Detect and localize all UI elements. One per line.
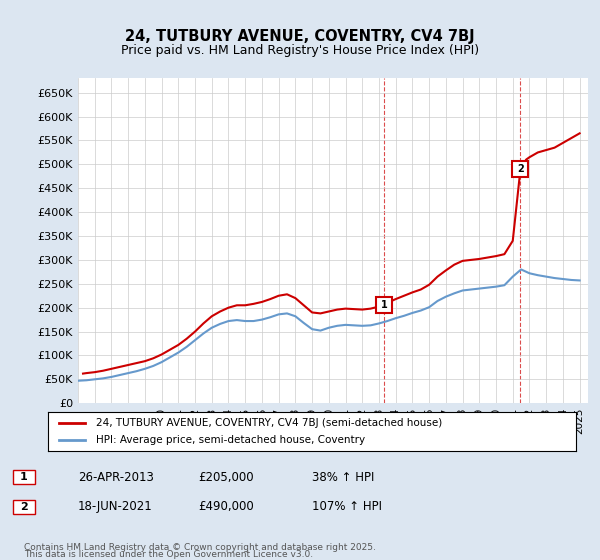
Text: HPI: Average price, semi-detached house, Coventry: HPI: Average price, semi-detached house,… (95, 435, 365, 445)
Text: This data is licensed under the Open Government Licence v3.0.: This data is licensed under the Open Gov… (24, 550, 313, 559)
Text: 1: 1 (381, 300, 388, 310)
Text: 24, TUTBURY AVENUE, COVENTRY, CV4 7BJ: 24, TUTBURY AVENUE, COVENTRY, CV4 7BJ (125, 29, 475, 44)
Text: 24, TUTBURY AVENUE, COVENTRY, CV4 7BJ (semi-detached house): 24, TUTBURY AVENUE, COVENTRY, CV4 7BJ (s… (95, 418, 442, 428)
Text: 2: 2 (20, 502, 28, 512)
Text: 2: 2 (517, 164, 524, 174)
Text: Contains HM Land Registry data © Crown copyright and database right 2025.: Contains HM Land Registry data © Crown c… (24, 543, 376, 552)
Text: 18-JUN-2021: 18-JUN-2021 (78, 500, 153, 514)
Text: 1: 1 (20, 472, 28, 482)
Text: 107% ↑ HPI: 107% ↑ HPI (312, 500, 382, 514)
Text: 38% ↑ HPI: 38% ↑ HPI (312, 470, 374, 484)
Text: Price paid vs. HM Land Registry's House Price Index (HPI): Price paid vs. HM Land Registry's House … (121, 44, 479, 57)
Text: £205,000: £205,000 (198, 470, 254, 484)
Text: £490,000: £490,000 (198, 500, 254, 514)
Text: 26-APR-2013: 26-APR-2013 (78, 470, 154, 484)
